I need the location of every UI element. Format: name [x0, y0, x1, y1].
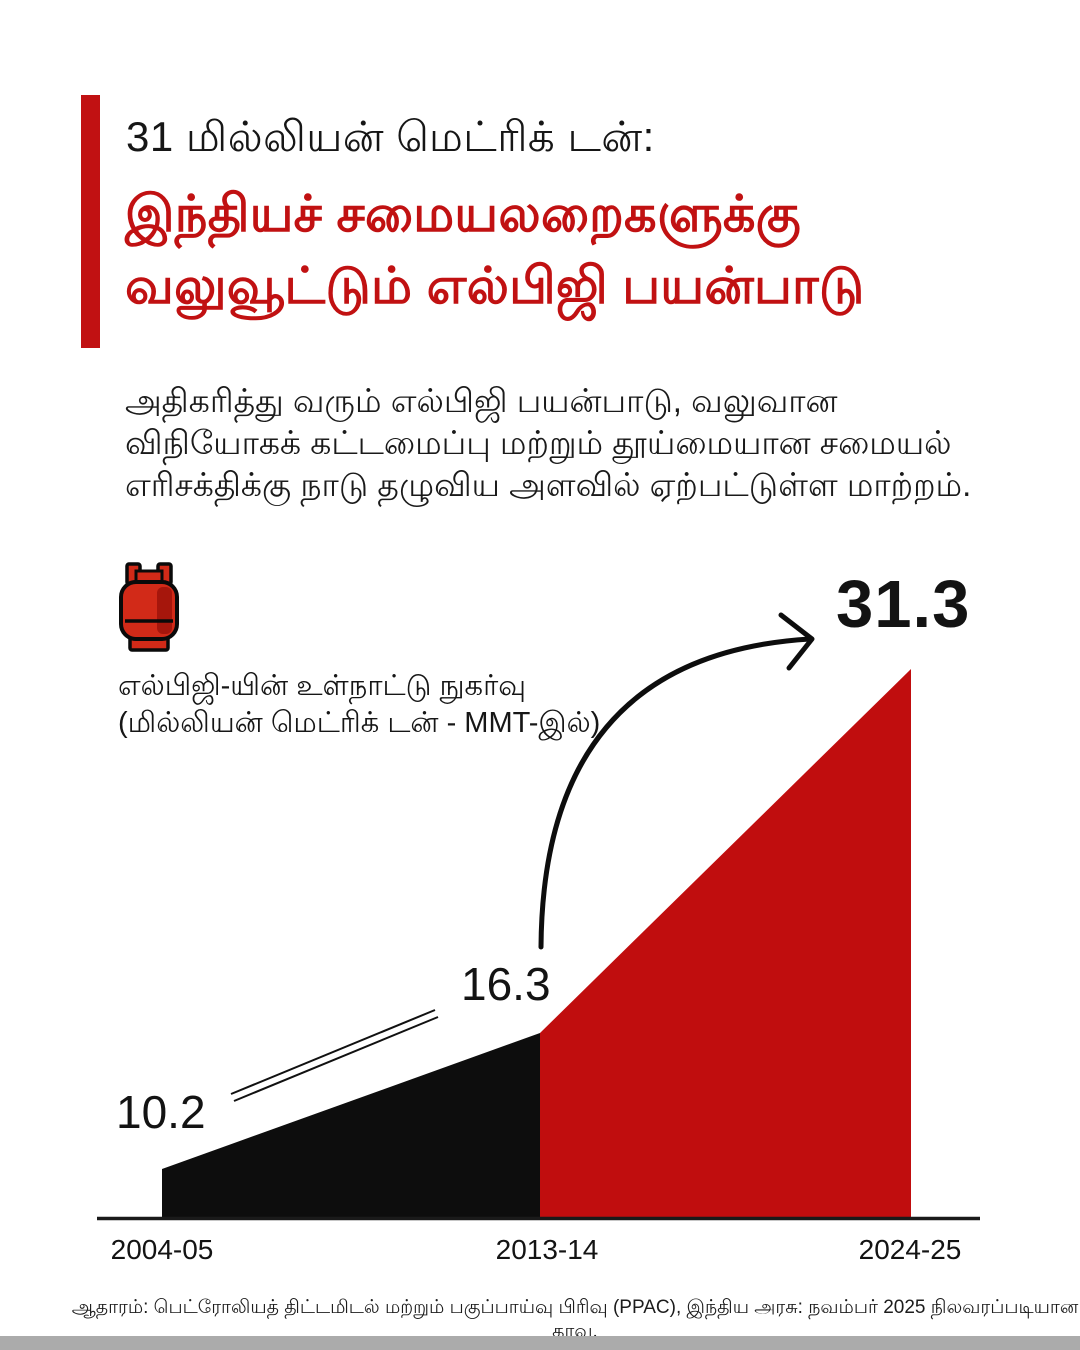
- x-axis-label-2024-25: 2024-25: [858, 1234, 962, 1265]
- value-label-2004: 10.2: [116, 1086, 206, 1138]
- page-title: இந்தியச் சமையலறைகளுக்கு வலுவூட்டும் எல்ப…: [125, 178, 865, 322]
- intro-line-1: அதிகரித்து வரும் எல்பிஜி பயன்பாடு, வலுவா…: [125, 382, 838, 419]
- growth-arrow: [538, 612, 815, 950]
- trend-line: [230, 1009, 439, 1102]
- chart-caption: எல்பிஜி-யின் உள்நாட்டு நுகர்வு (மில்லியன…: [118, 668, 600, 742]
- lpg-cylinder-icon: [119, 562, 179, 652]
- page-title-line-2: வலுவூட்டும் எல்பிஜி பயன்பாடு: [125, 257, 865, 314]
- intro-line-3: எரிசக்திக்கு நாடு தழுவிய அளவில் ஏற்பட்டு…: [125, 466, 972, 503]
- area-segment-2004-2013: [162, 1033, 540, 1217]
- page-title-line-1: இந்தியச் சமையலறைகளுக்கு: [125, 185, 801, 242]
- kicker-text: 31 மில்லியன் மெட்ரிக் டன்:: [126, 113, 655, 160]
- x-axis-label-2013-14: 2013-14: [495, 1234, 599, 1265]
- title-accent-bar: [81, 95, 100, 348]
- chart-caption-line-1: எல்பிஜி-யின் உள்நாட்டு நுகர்வு: [118, 670, 527, 702]
- area-segment-2013-2024: [540, 669, 911, 1217]
- value-label-2024: 31.3: [836, 567, 971, 642]
- bottom-gray-bar: [0, 1336, 1080, 1350]
- chart-caption-line-2: (மில்லியன் மெட்ரிக் டன் - MMT-இல்): [118, 707, 601, 739]
- intro-line-2: விநியோகக் கட்டமைப்பு மற்றும் தூய்மையான ச…: [125, 424, 952, 461]
- x-axis-label-2004-05: 2004-05: [110, 1234, 214, 1265]
- value-label-2013: 16.3: [461, 958, 551, 1010]
- intro-paragraph: அதிகரித்து வரும் எல்பிஜி பயன்பாடு, வலுவா…: [125, 380, 971, 506]
